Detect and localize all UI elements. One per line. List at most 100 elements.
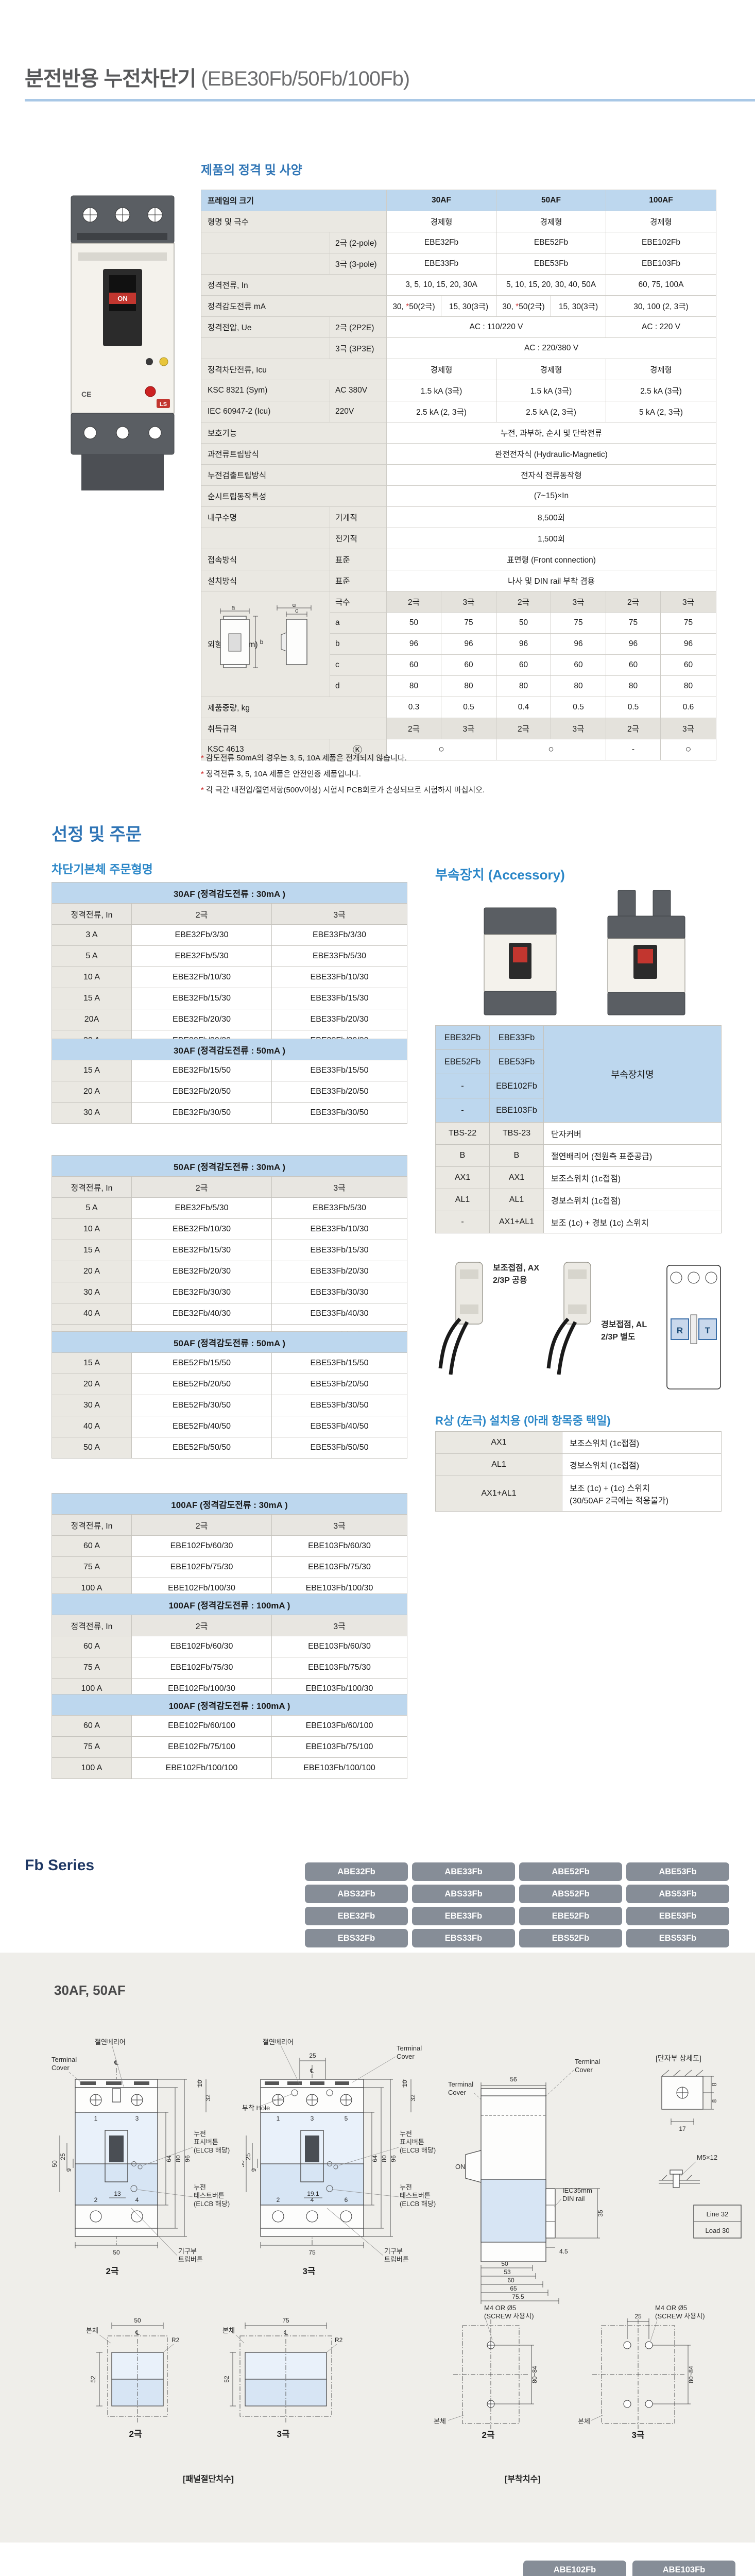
dim-65: 65 (510, 2285, 517, 2292)
cell: 2극 (131, 903, 272, 925)
cell: AC : 110/220 V (386, 316, 606, 338)
table-row: 30 A EBE52Fb/30/50 EBE53Fb/30/50 (52, 1395, 408, 1416)
terminal-screws (82, 207, 163, 223)
cell: 15, 30(3극) (441, 295, 496, 317)
cell: 취득규격 (201, 718, 387, 739)
cell: 3 A (52, 924, 132, 946)
cell: 75 (606, 612, 661, 634)
breaker-photo-left (484, 907, 557, 1015)
cell: EBE102Fb/60/100 (131, 1715, 272, 1737)
cell: 2극 (606, 591, 661, 613)
label-load-30: Load 30 (706, 2227, 730, 2234)
cell: 3극 (660, 591, 716, 613)
cell: 96 (496, 633, 551, 655)
dimension-diagram: a b c d (220, 604, 312, 668)
cell: 3극 (271, 1176, 408, 1198)
cell: AX1 (435, 1166, 490, 1189)
drawing-mounting-2pole: M4 OR Ø5 (SCREW 사용시) 80~84 본체 2극 (434, 2304, 538, 2440)
cell: 2극 (2P2E) (330, 316, 387, 338)
table-row: 30AF (정격감도전류 : 50mA ) (51, 1039, 408, 1060)
cell: a (330, 612, 387, 634)
cell: 2극 (386, 718, 441, 739)
cell: 60 (386, 654, 441, 676)
cell: 100AF (정격감도전류 : 100mA ) (52, 1594, 407, 1615)
table-row: 정격전류, In 2극 3극 (52, 1176, 408, 1198)
cell: EBE103Fb/75/30 (271, 1556, 408, 1578)
cell: AX1 (489, 1166, 544, 1189)
table-row: 보호기능 누전, 과부하, 순시 및 단락전류 (201, 422, 716, 444)
dim-52: 52 (223, 2376, 230, 2383)
cell: EBE52Fb/20/50 (131, 1374, 272, 1395)
cell: EBE52Fb/30/50 (131, 1395, 272, 1416)
bottom-screws (83, 426, 162, 439)
series-badge: ABS52Fb (519, 1885, 622, 1903)
cell: EBE33Fb/5/30 (271, 945, 408, 967)
cell: EBE32Fb/30/50 (131, 1102, 272, 1124)
cell: 1.5 kA (3극) (386, 380, 496, 401)
table-row: 3극 (3-pole) EBE33Fb EBE53Fb EBE103Fb (201, 253, 716, 275)
cell: 10 A (52, 967, 132, 988)
label-mount-hole: 부착 Hole (242, 2104, 270, 2112)
cell: EBE102Fb/60/30 (131, 1535, 272, 1557)
order-table-30af-30ma: 30AF (정격감도전류 : 30mA ) 정격전류, In 2극 3극 3 A EBE3… (51, 882, 408, 1052)
series-badge: ABE33Fb (412, 1862, 515, 1881)
table-row: TBS-22 TBS-23 단자커버 (435, 1122, 722, 1145)
cell: 2.5 kA (3극) (606, 380, 716, 401)
page-title-sub: (EBE30Fb/50Fb/100Fb) (201, 67, 410, 90)
cell: 50 (386, 612, 441, 634)
ls-logo (157, 399, 170, 408)
dim-75-5: 75.5 (512, 2293, 524, 2300)
toggle-on-tag (109, 293, 136, 304)
cell: 40 A (52, 1416, 132, 1437)
cell: EBE102Fb/75/30 (131, 1657, 272, 1679)
table-row: 15 A EBE32Fb/15/30 EBE33Fb/15/30 (52, 988, 408, 1009)
cell: AL1 (489, 1189, 544, 1211)
cell: 0.5 (441, 697, 496, 718)
test-button[interactable] (145, 386, 156, 397)
cell: EBE102Fb (606, 232, 716, 253)
order-table-100af-100ma-2: 100AF (정격감도전류 : 100mA ) 60 A EBE102Fb/60/1… (52, 1694, 407, 1779)
cell: AL1 (435, 1453, 562, 1476)
dim-80: 80 (381, 2155, 388, 2162)
cell: 50AF (정격감도전류 : 50mA ) (51, 1331, 408, 1353)
dim-10: 10 (196, 2080, 203, 2087)
order-table-50af-30ma: 50AF (정격감도전류 : 30mA ) 정격전류, In 2극 3극 5 A EBE3… (51, 1155, 408, 1346)
table-row: 형명 및 극수 경제형 경제형 경제형 (201, 211, 716, 232)
table-row: c 60 60 60 60 60 60 (201, 654, 716, 676)
cell: EBE33Fb/20/30 (271, 1261, 408, 1282)
cell: KSC 4613 (201, 739, 330, 760)
label-strip (78, 252, 167, 261)
aux-switch-photo (438, 1262, 483, 1375)
series-badge: ABE53Fb (626, 1862, 729, 1881)
cell: 5, 10, 15, 20, 30, 40, 50A (496, 274, 606, 296)
table-row: 30 A EBE32Fb/30/50 EBE33Fb/30/50 (52, 1102, 408, 1124)
cell: EBE52Fb (496, 232, 606, 253)
alarm-al-label2: 2/3P 별도 (601, 1332, 636, 1342)
cell: 2극 (496, 591, 551, 613)
label-barrier: 절연베리어 (263, 2038, 294, 2046)
cell: 96 (660, 633, 716, 655)
cell: AC : 220 V (606, 316, 716, 338)
toggle-on-label: ON (117, 295, 128, 302)
cell: 접속방식 (201, 549, 330, 570)
cell: 50 (496, 612, 551, 634)
cell: 1.5 kA (3극) (496, 380, 606, 401)
dim-75: 75 (282, 2317, 289, 2324)
dim-19-1: 19.1 (307, 2190, 319, 2197)
rt-r-label: R (677, 1326, 683, 1335)
cell: EBE102Fb/60/30 (131, 1636, 272, 1657)
dim-64: 64 (371, 2155, 379, 2162)
table-row: 20 A EBE52Fb/20/50 EBE53Fb/20/50 (52, 1374, 408, 1395)
drawing-panel-30-50af (0, 1953, 755, 2543)
cell: 30 A (52, 1395, 132, 1416)
cell: EBE103Fb (489, 1098, 544, 1123)
label-on: ON (455, 2163, 466, 2171)
dim-52: 52 (90, 2376, 97, 2383)
table-row: EBE32Fb EBE33Fb 부속장치명 (435, 1025, 722, 1123)
table-row: B B 절연배리어 (전원측 표준공급) (435, 1144, 722, 1167)
mini-side-view (277, 605, 312, 665)
rt-top-view-diagram (666, 1265, 721, 1389)
cell: EBE32Fb/10/30 (131, 1218, 272, 1240)
footnote-text: 각 극간 내전압/절연저항(500V이상) 시험시 PCB회로가 손상되므로 시… (206, 786, 485, 794)
